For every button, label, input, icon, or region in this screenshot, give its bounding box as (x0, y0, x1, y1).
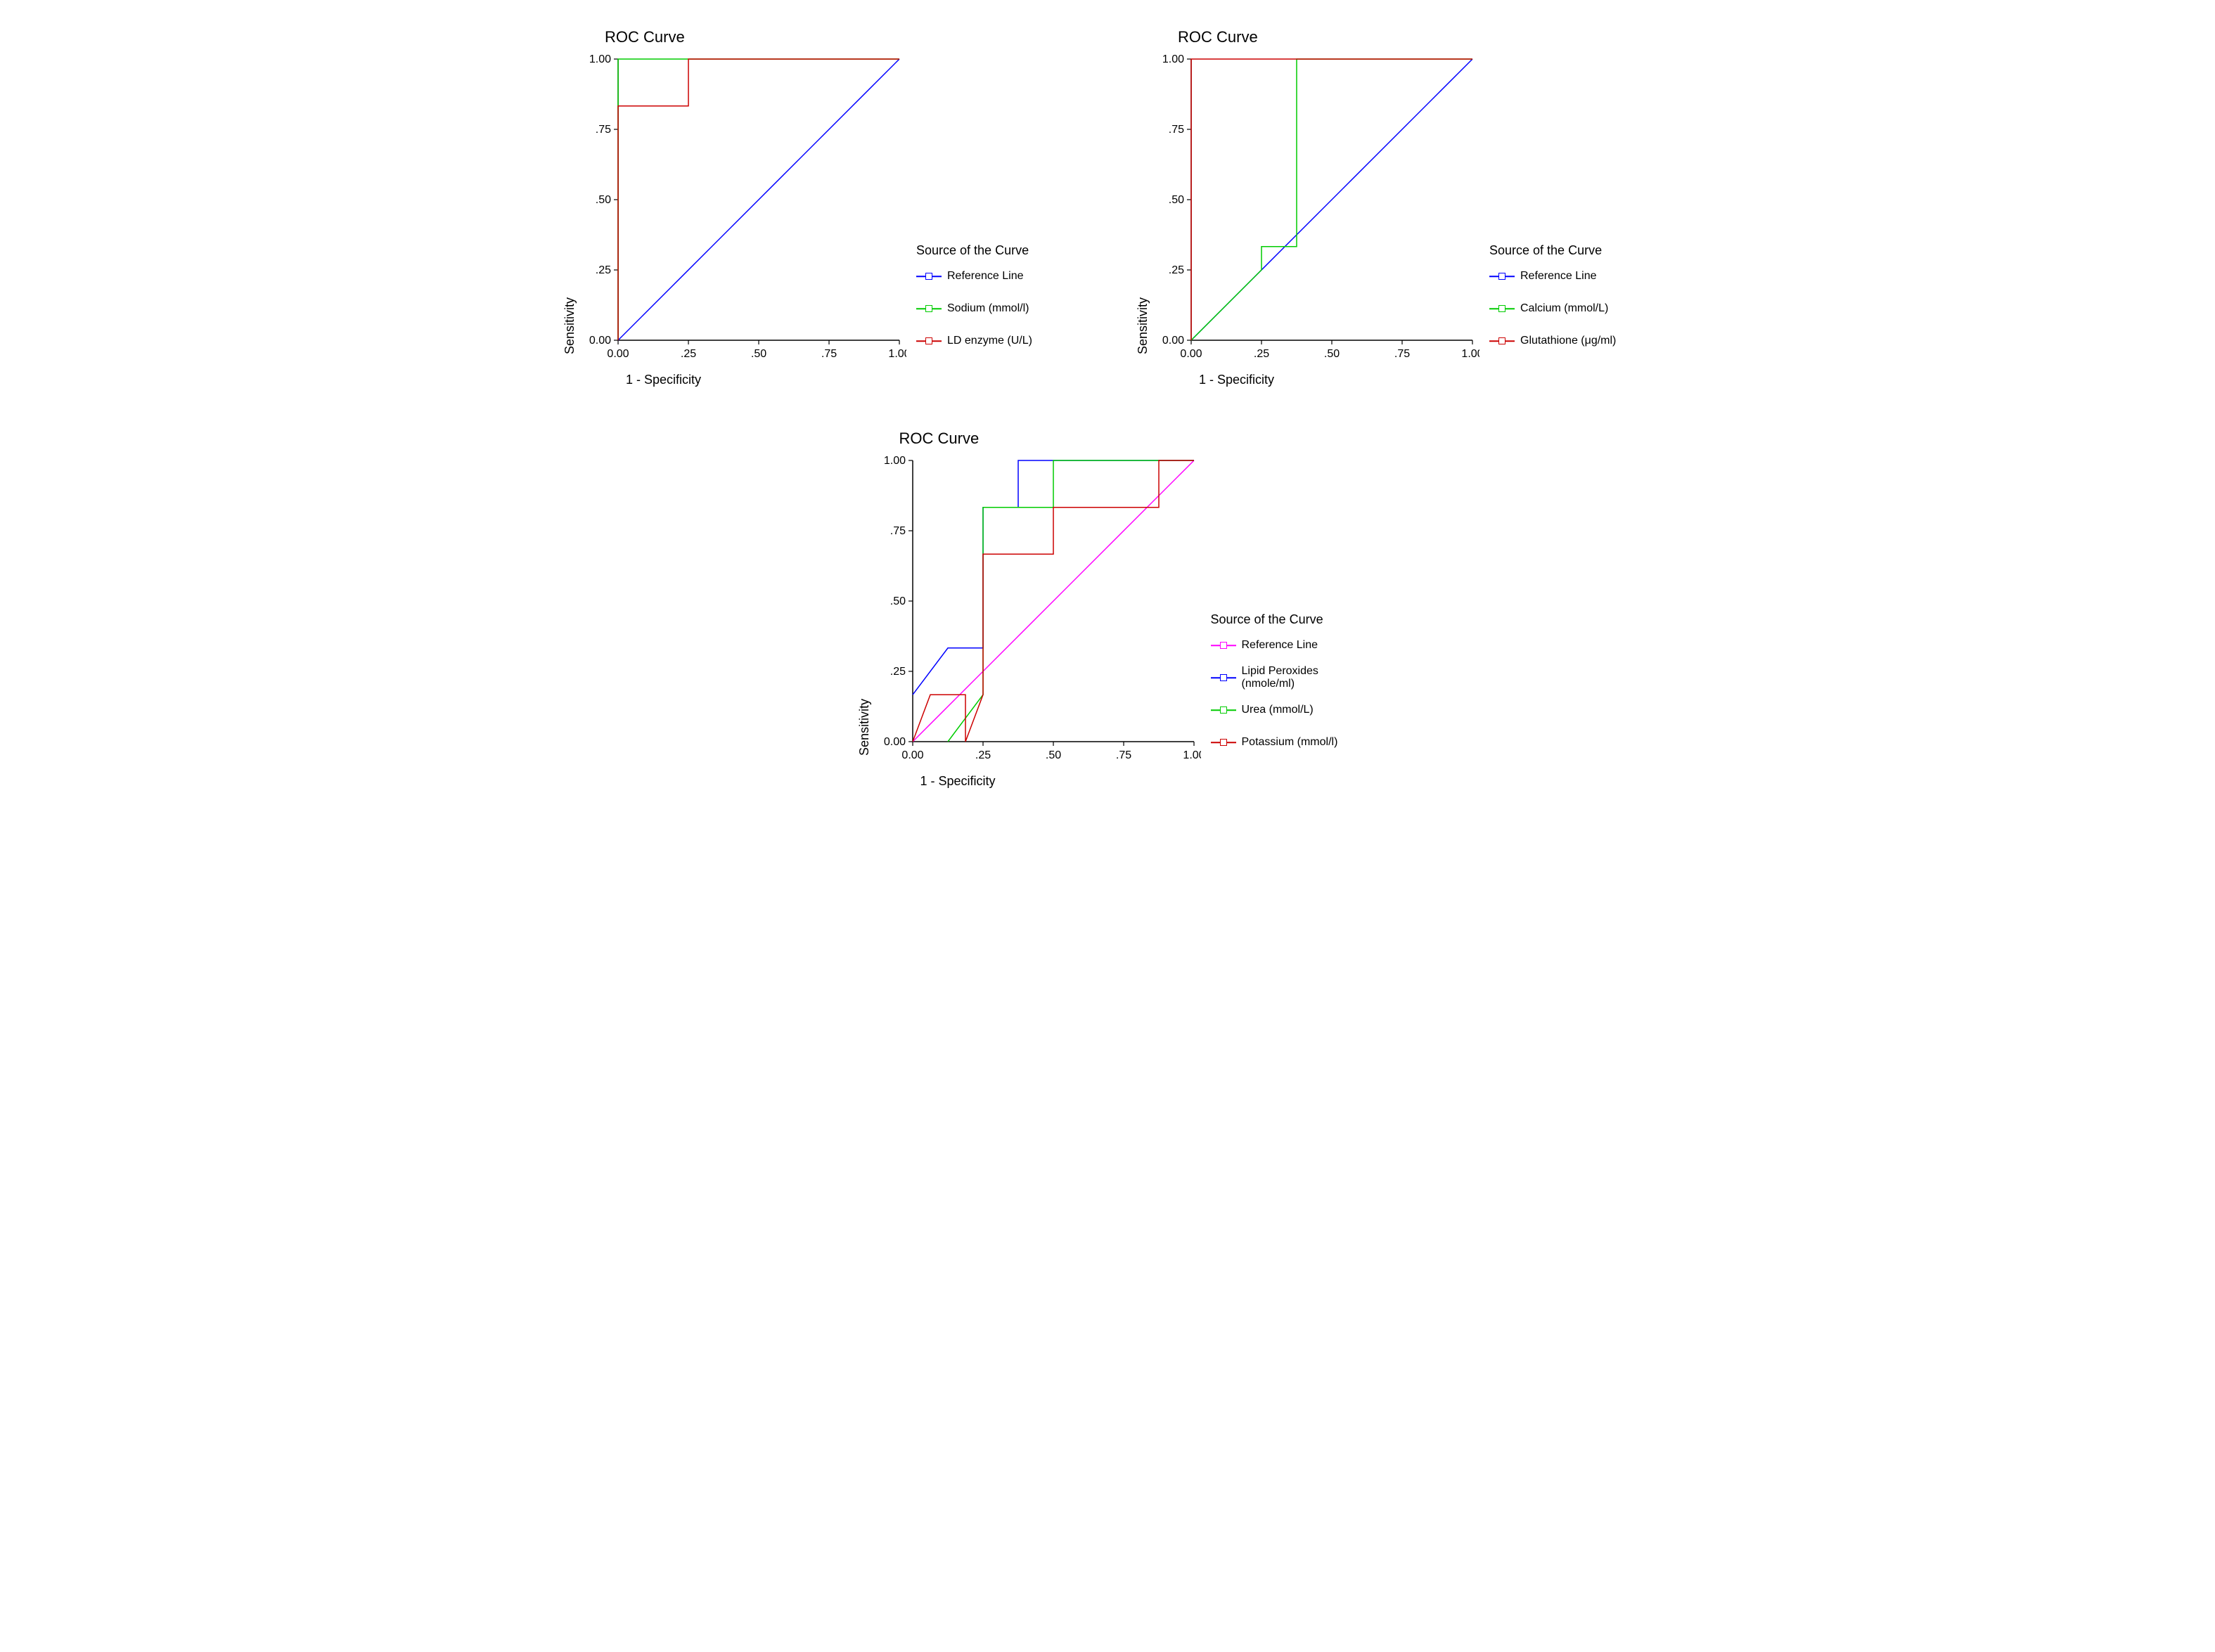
legend-item: Reference Line (916, 262, 1032, 290)
x-tick-label: .75 (1115, 749, 1131, 761)
legend-label: Reference Line (947, 270, 1024, 283)
legend-label: Lipid Peroxides (nmole/ml) (1242, 665, 1359, 691)
chart-title: ROC Curve (1178, 28, 1479, 46)
y-tick-label: 0.00 (589, 335, 611, 347)
legend: Source of the Curve Reference Line Sodium … (916, 243, 1032, 359)
legend: Source of the Curve Reference Line Lipid P… (1211, 612, 1359, 761)
x-tick-label: 1.00 (1461, 348, 1479, 360)
legend-label: LD enzyme (U/L) (947, 335, 1032, 347)
series-line (618, 59, 899, 340)
legend-marker-icon (925, 337, 932, 344)
legend-item: Calcium (mmol/L) (1489, 295, 1616, 323)
y-axis-label: Sensitivity (857, 699, 872, 756)
legend-marker-icon (1498, 305, 1505, 312)
x-tick-label: 0.00 (901, 749, 923, 761)
legend-item: LD enzyme (U/L) (916, 327, 1032, 355)
legend-item: Glutathione (μg/ml) (1489, 327, 1616, 355)
y-axis-label: Sensitivity (563, 297, 577, 354)
x-tick-label: .75 (1394, 348, 1410, 360)
x-tick-label: 0.00 (1180, 348, 1202, 360)
x-axis-label: 1 - Specificity (1199, 373, 1479, 387)
x-tick-label: 1.00 (1183, 749, 1201, 761)
y-axis-label: Sensitivity (1136, 297, 1150, 354)
legend-marker-icon (1220, 739, 1227, 746)
legend-marker-icon (925, 273, 932, 280)
legend-label: Reference Line (1242, 639, 1318, 652)
y-tick-label: .50 (596, 194, 611, 206)
legend-title: Source of the Curve (1211, 612, 1359, 627)
legend-label: Potassium (mmol/l) (1242, 736, 1338, 749)
x-tick-label: .25 (681, 348, 696, 360)
legend-marker-icon (1220, 674, 1227, 681)
roc-chart: ROC CurveSensitivity0.00.25.50.751.000.0… (563, 28, 1079, 387)
legend-title: Source of the Curve (916, 243, 1032, 258)
y-tick-label: .50 (1169, 194, 1184, 206)
legend-label: Reference Line (1520, 270, 1597, 283)
plot-area: 0.00 .25 .50 .75 1.00 0.00 .25 .50 .75 1.00 (1153, 52, 1479, 368)
x-tick-label: 1.00 (888, 348, 906, 360)
legend-label: Urea (mmol/L) (1242, 704, 1314, 716)
y-tick-label: 1.00 (589, 53, 611, 65)
legend-item: Reference Line (1211, 631, 1359, 659)
x-tick-label: .50 (751, 348, 766, 360)
x-tick-label: .75 (821, 348, 837, 360)
roc-chart: ROC CurveSensitivity0.00.25.50.751.000.0… (563, 430, 1652, 789)
y-tick-label: .75 (890, 525, 905, 537)
legend-item: Potassium (mmol/l) (1211, 728, 1359, 756)
legend-title: Source of the Curve (1489, 243, 1616, 258)
legend-item: Reference Line (1489, 262, 1616, 290)
y-tick-label: .25 (1169, 264, 1184, 276)
y-tick-label: 0.00 (883, 736, 905, 748)
legend-label: Glutathione (μg/ml) (1520, 335, 1616, 347)
legend-marker-icon (1220, 706, 1227, 714)
y-tick-label: 1.00 (883, 455, 905, 467)
legend: Source of the Curve Reference Line Calcium… (1489, 243, 1616, 359)
legend-marker-icon (925, 305, 932, 312)
y-tick-label: 1.00 (1162, 53, 1184, 65)
plot-area: 0.00 .25 .50 .75 1.00 0.00 .25 .50 .75 1.00 (875, 453, 1201, 770)
roc-chart: ROC CurveSensitivity0.00.25.50.751.000.0… (1136, 28, 1652, 387)
y-tick-label: .75 (1169, 124, 1184, 136)
x-tick-label: .25 (975, 749, 990, 761)
legend-marker-icon (1498, 273, 1505, 280)
y-tick-label: 0.00 (1162, 335, 1184, 347)
x-tick-label: .25 (1254, 348, 1269, 360)
y-tick-label: .25 (596, 264, 611, 276)
y-tick-label: .25 (890, 666, 905, 678)
legend-marker-icon (1498, 337, 1505, 344)
legend-item: Urea (mmol/L) (1211, 696, 1359, 724)
chart-title: ROC Curve (899, 430, 1201, 448)
x-tick-label: 0.00 (607, 348, 629, 360)
x-tick-label: .50 (1324, 348, 1340, 360)
x-axis-label: 1 - Specificity (626, 373, 906, 387)
x-tick-label: .50 (1045, 749, 1060, 761)
legend-marker-icon (1220, 642, 1227, 649)
legend-label: Calcium (mmol/L) (1520, 302, 1608, 315)
plot-area: 0.00 .25 .50 .75 1.00 0.00 .25 .50 .75 1.00 (580, 52, 906, 368)
chart-title: ROC Curve (605, 28, 906, 46)
series-line (948, 460, 1194, 742)
y-tick-label: .75 (596, 124, 611, 136)
x-axis-label: 1 - Specificity (920, 774, 1201, 789)
legend-item: Sodium (mmol/l) (916, 295, 1032, 323)
legend-item: Lipid Peroxides (nmole/ml) (1211, 664, 1359, 692)
legend-label: Sodium (mmol/l) (947, 302, 1029, 315)
y-tick-label: .50 (890, 595, 905, 607)
